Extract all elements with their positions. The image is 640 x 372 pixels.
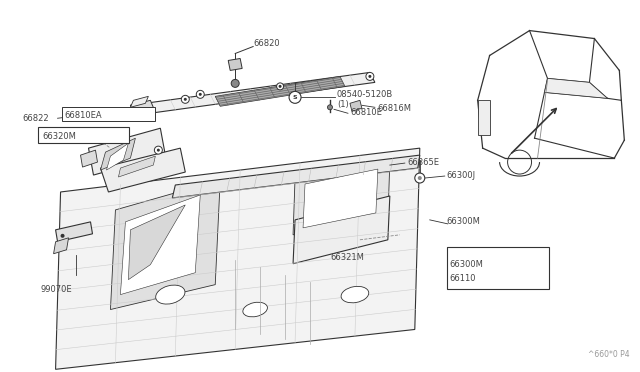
Polygon shape xyxy=(100,148,186,192)
Polygon shape xyxy=(81,150,97,167)
Circle shape xyxy=(366,73,374,80)
FancyBboxPatch shape xyxy=(447,247,548,289)
Ellipse shape xyxy=(156,285,185,304)
Circle shape xyxy=(278,85,282,88)
Text: 99070E: 99070E xyxy=(40,285,72,294)
Polygon shape xyxy=(545,78,607,98)
Polygon shape xyxy=(350,100,362,111)
Polygon shape xyxy=(54,238,68,254)
Polygon shape xyxy=(215,76,345,106)
Text: 66300M: 66300M xyxy=(447,217,481,227)
Circle shape xyxy=(231,79,239,87)
Circle shape xyxy=(418,176,422,180)
Circle shape xyxy=(154,146,163,154)
Polygon shape xyxy=(228,58,242,70)
Circle shape xyxy=(199,93,202,96)
Polygon shape xyxy=(88,128,165,175)
Text: 66865E: 66865E xyxy=(408,158,440,167)
Ellipse shape xyxy=(243,302,268,317)
Polygon shape xyxy=(100,138,136,170)
Polygon shape xyxy=(131,73,375,115)
Polygon shape xyxy=(172,155,420,198)
Text: 66320M: 66320M xyxy=(43,132,76,141)
Text: S: S xyxy=(292,95,298,100)
Polygon shape xyxy=(56,148,420,369)
Text: 66822: 66822 xyxy=(22,114,49,123)
Polygon shape xyxy=(293,196,390,264)
Polygon shape xyxy=(129,205,186,280)
Polygon shape xyxy=(120,195,200,295)
Text: 66110: 66110 xyxy=(450,274,476,283)
Polygon shape xyxy=(131,96,148,107)
Circle shape xyxy=(328,105,332,110)
Polygon shape xyxy=(293,162,390,235)
Circle shape xyxy=(184,98,187,101)
Text: 66300M: 66300M xyxy=(450,260,484,269)
FancyBboxPatch shape xyxy=(61,107,156,121)
Text: 66810EA: 66810EA xyxy=(65,111,102,120)
Text: 66816M: 66816M xyxy=(378,104,412,113)
Polygon shape xyxy=(111,180,220,310)
Text: (1): (1) xyxy=(337,100,349,109)
Circle shape xyxy=(289,92,301,103)
Circle shape xyxy=(415,173,425,183)
Text: 66300J: 66300J xyxy=(447,170,476,180)
FancyBboxPatch shape xyxy=(38,127,129,143)
Polygon shape xyxy=(106,143,129,170)
Circle shape xyxy=(181,95,189,103)
Polygon shape xyxy=(56,222,93,242)
Text: 66820: 66820 xyxy=(253,39,280,48)
Polygon shape xyxy=(131,100,156,117)
Circle shape xyxy=(369,75,371,78)
Circle shape xyxy=(276,83,284,90)
Text: 66810E: 66810E xyxy=(350,108,382,117)
Text: 08540-5120B: 08540-5120B xyxy=(337,90,393,99)
Ellipse shape xyxy=(341,286,369,303)
Polygon shape xyxy=(303,169,378,228)
Text: 66321M: 66321M xyxy=(330,253,364,262)
Polygon shape xyxy=(477,100,490,135)
Polygon shape xyxy=(118,156,156,177)
Text: ^660*0 P4: ^660*0 P4 xyxy=(588,350,629,359)
Circle shape xyxy=(157,149,160,152)
Circle shape xyxy=(196,90,204,98)
Circle shape xyxy=(61,234,65,238)
